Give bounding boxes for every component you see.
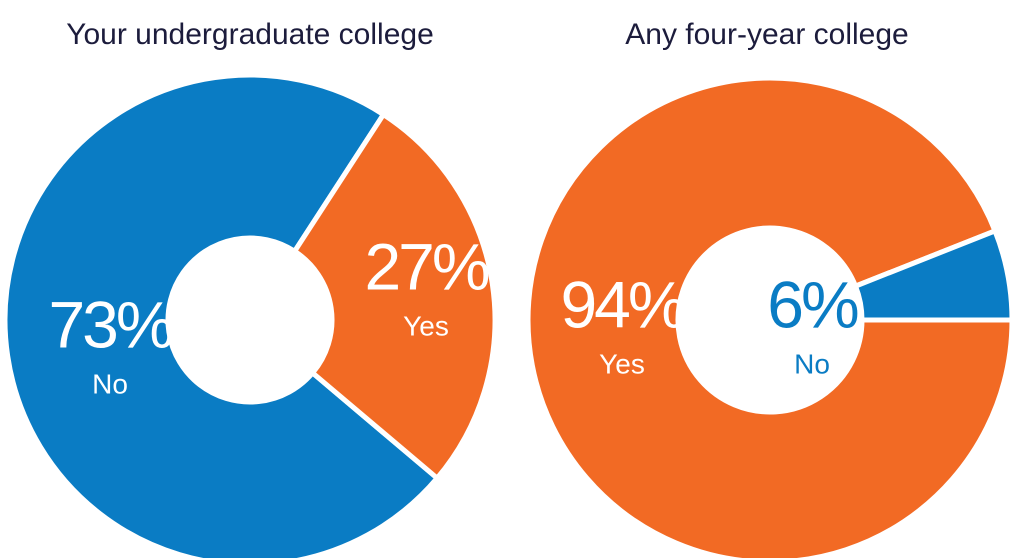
- chart-title: Any four-year college: [625, 18, 908, 51]
- category-label: Yes: [599, 348, 645, 379]
- value-label: 73%: [48, 287, 172, 361]
- slice: [525, 75, 1015, 558]
- category-label: No: [794, 348, 830, 379]
- category-label: No: [92, 368, 128, 399]
- chart-title: Your undergraduate college: [66, 18, 434, 51]
- value-label: 6%: [767, 267, 858, 341]
- category-label: Yes: [403, 310, 449, 341]
- value-label: 94%: [560, 267, 684, 341]
- slice: [852, 227, 1015, 323]
- slice: [291, 111, 498, 482]
- value-label: 27%: [364, 229, 488, 303]
